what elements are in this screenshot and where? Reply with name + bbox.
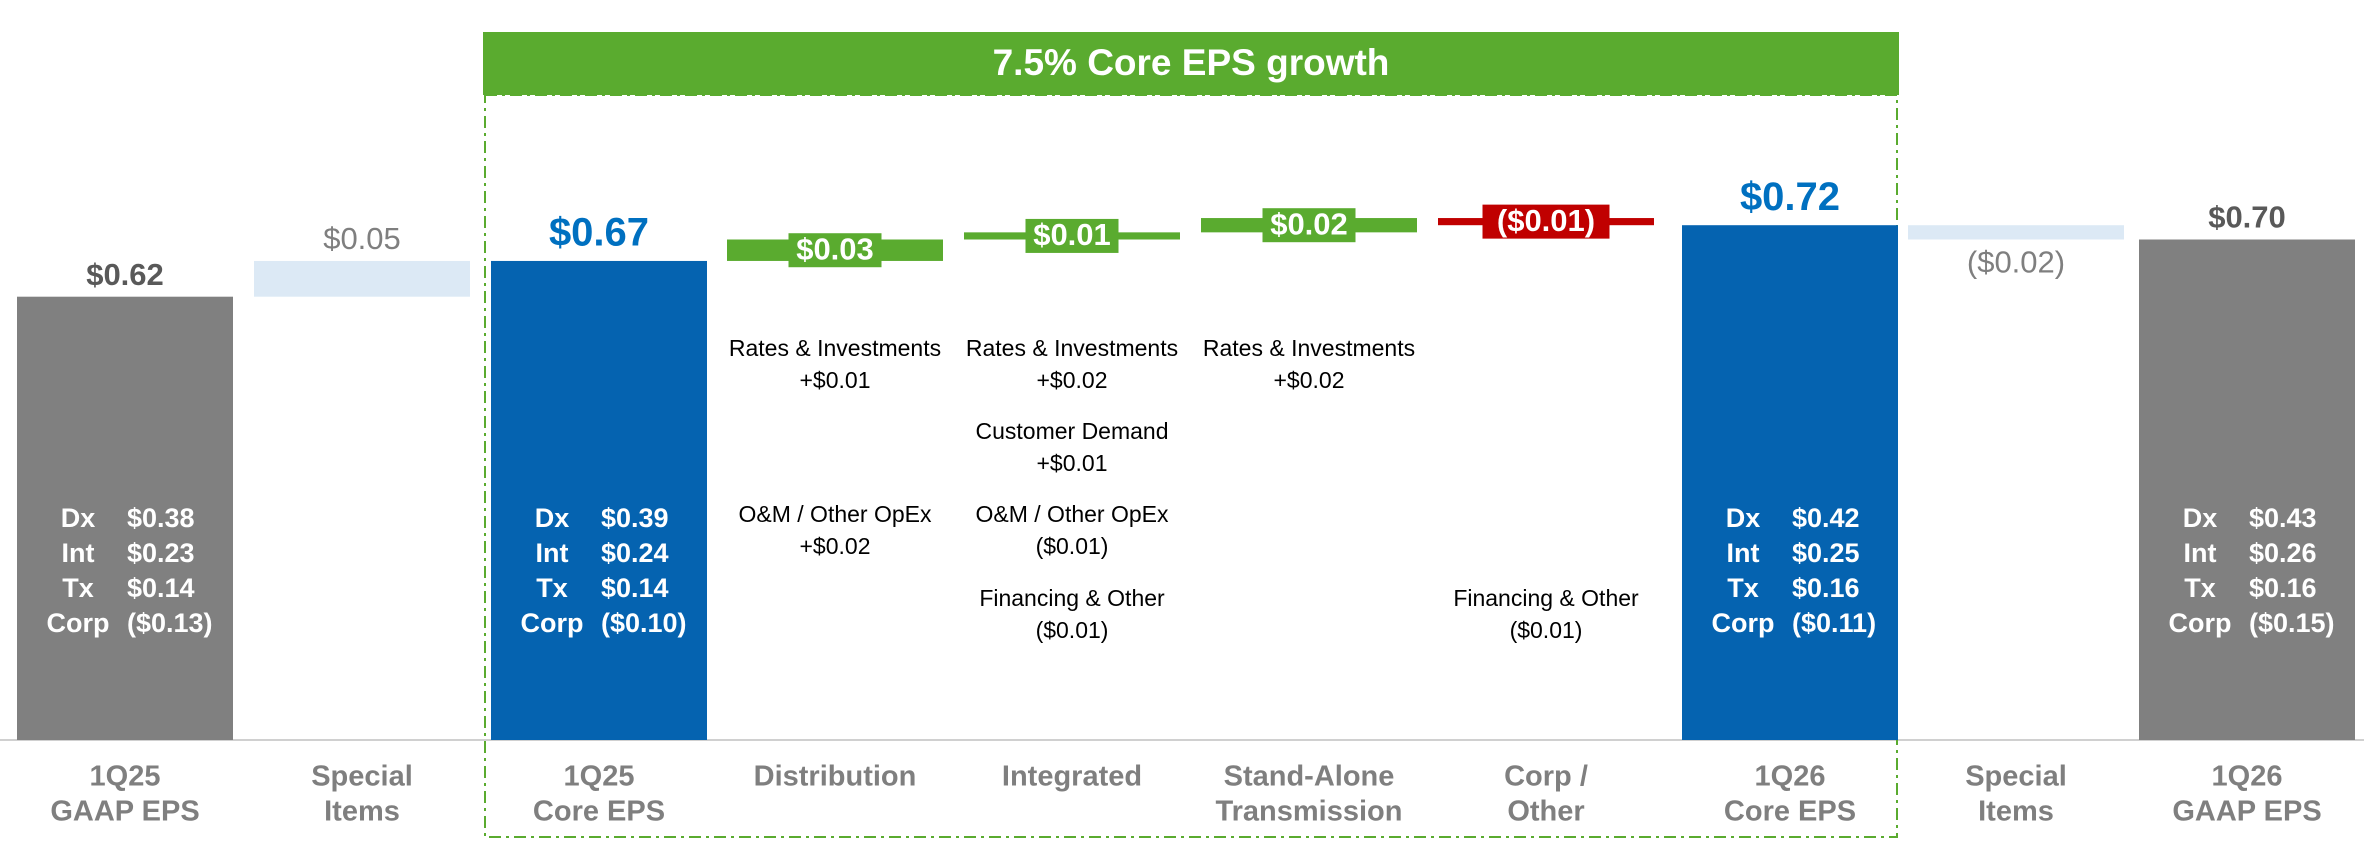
value-label-box <box>1262 208 1356 243</box>
x-tick-label: 1Q26 <box>1755 761 1826 793</box>
component-value: $0.24 <box>601 538 669 568</box>
component-name: Tx <box>62 573 94 603</box>
driver-value: ($0.01) <box>1036 617 1109 643</box>
component-value: ($0.13) <box>127 608 213 638</box>
component-value: $0.23 <box>127 538 195 568</box>
driver-name: Financing & Other <box>979 585 1165 611</box>
driver-name: Financing & Other <box>1453 585 1639 611</box>
value-label: $0.05 <box>323 221 401 256</box>
value-label: ($0.02) <box>1967 245 2065 280</box>
driver-value: ($0.01) <box>1036 533 1109 559</box>
driver-value: +$0.02 <box>800 533 871 559</box>
driver-value: +$0.01 <box>800 367 871 393</box>
bar <box>491 260 707 740</box>
driver-name: O&M / Other OpEx <box>739 501 932 527</box>
component-name: Corp <box>2169 608 2232 638</box>
component-name: Tx <box>2184 573 2216 603</box>
x-tick-label: GAAP EPS <box>50 796 199 828</box>
component-name: Tx <box>536 573 568 603</box>
value-label-box <box>1025 218 1119 253</box>
component-name: Tx <box>1727 573 1759 603</box>
value-label: $0.01 <box>1033 217 1111 252</box>
component-value: $0.16 <box>1792 573 1860 603</box>
component-value: ($0.11) <box>1792 608 1876 638</box>
x-tick-label: Distribution <box>754 761 917 793</box>
bar <box>2139 239 2355 740</box>
x-tick-label: Corp / <box>1504 761 1588 793</box>
component-value: $0.42 <box>1792 503 1860 533</box>
component-name: Dx <box>1726 503 1761 533</box>
value-label-box <box>788 233 882 268</box>
x-tick-label: Integrated <box>1002 761 1142 793</box>
banner <box>483 32 1899 95</box>
driver-value: +$0.02 <box>1037 367 1108 393</box>
component-name: Int <box>1727 538 1760 568</box>
driver-value: +$0.01 <box>1037 450 1108 476</box>
driver-name: O&M / Other OpEx <box>976 501 1169 527</box>
x-tick-label: Core EPS <box>1724 796 1856 828</box>
driver-name: Customer Demand <box>975 418 1168 444</box>
value-label: $0.70 <box>2208 200 2286 235</box>
value-label: $0.72 <box>1740 175 1840 219</box>
component-value: ($0.10) <box>601 608 687 638</box>
value-label: $0.02 <box>1270 206 1348 241</box>
component-name: Int <box>62 538 95 568</box>
value-label-box <box>1482 204 1610 239</box>
x-tick-label: Stand-Alone <box>1224 761 1395 793</box>
x-tick-label: Special <box>1965 761 2067 793</box>
component-value: $0.39 <box>601 503 669 533</box>
driver-value: +$0.02 <box>1274 367 1345 393</box>
component-value: $0.38 <box>127 503 195 533</box>
component-name: Int <box>536 538 569 568</box>
component-name: Dx <box>61 503 96 533</box>
value-label: ($0.01) <box>1497 203 1595 238</box>
value-label: $0.62 <box>86 257 164 292</box>
x-tick-label: 1Q25 <box>564 761 635 793</box>
x-tick-label: 1Q26 <box>2212 761 2283 793</box>
component-name: Corp <box>1712 608 1775 638</box>
component-name: Dx <box>2183 503 2218 533</box>
component-value: ($0.15) <box>2249 608 2335 638</box>
x-tick-label: Items <box>324 796 400 828</box>
banner-text: 7.5% Core EPS growth <box>993 42 1390 83</box>
x-tick-label: Transmission <box>1216 796 1403 828</box>
bar <box>1908 225 2124 240</box>
x-tick-label: GAAP EPS <box>2172 796 2321 828</box>
component-value: $0.26 <box>2249 538 2317 568</box>
driver-name: Rates & Investments <box>1203 335 1415 361</box>
x-tick-label: Special <box>311 761 413 793</box>
driver-name: Rates & Investments <box>966 335 1178 361</box>
bar <box>254 260 470 297</box>
component-value: $0.14 <box>127 573 195 603</box>
component-name: Corp <box>47 608 110 638</box>
component-value: $0.14 <box>601 573 669 603</box>
value-label: $0.67 <box>549 211 649 255</box>
x-tick-label: 1Q25 <box>90 761 161 793</box>
component-name: Corp <box>521 608 584 638</box>
bar <box>1682 225 1898 740</box>
component-name: Dx <box>535 503 570 533</box>
driver-name: Rates & Investments <box>729 335 941 361</box>
component-value: $0.16 <box>2249 573 2317 603</box>
x-tick-label: Items <box>1978 796 2054 828</box>
component-name: Int <box>2184 538 2217 568</box>
x-tick-label: Core EPS <box>533 796 665 828</box>
bar <box>17 296 233 740</box>
value-label: $0.03 <box>796 231 874 266</box>
component-value: $0.25 <box>1792 538 1860 568</box>
component-value: $0.43 <box>2249 503 2317 533</box>
x-tick-label: Other <box>1507 796 1584 828</box>
driver-value: ($0.01) <box>1510 617 1583 643</box>
